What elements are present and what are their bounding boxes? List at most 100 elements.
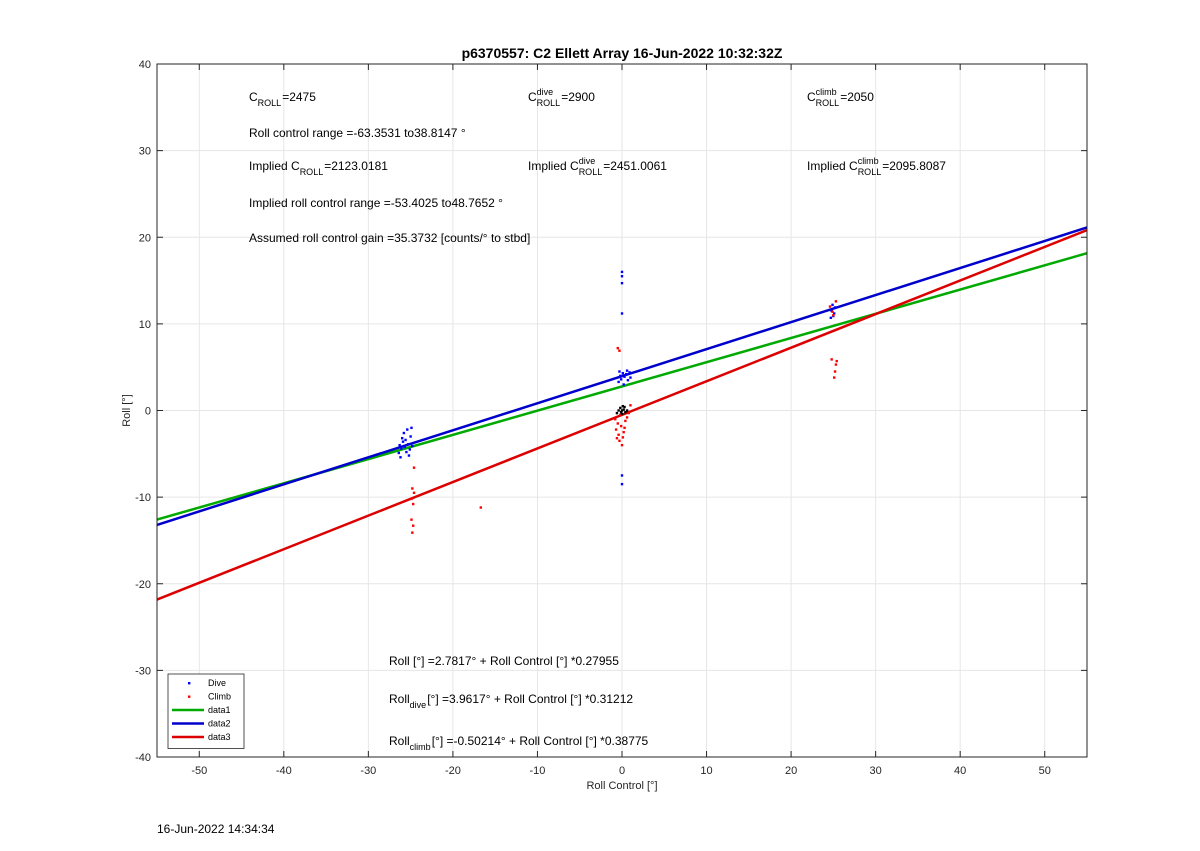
annotation-tail: =2123.0181	[324, 159, 388, 173]
data-point-climb	[618, 439, 621, 443]
data-point-dive	[623, 375, 626, 378]
legend-marker	[188, 682, 191, 685]
y-tick-label: 30	[139, 146, 151, 158]
data-point-climb	[617, 433, 620, 436]
data-point-dive	[625, 372, 628, 376]
legend-label: data2	[208, 719, 231, 729]
data-point-marker	[620, 412, 624, 416]
data-point-dive	[409, 435, 412, 438]
annotation: Implied roll control range =-53.4025 to4…	[249, 196, 503, 210]
annotation: Implied C ROLL =2123.0181	[249, 159, 388, 177]
data-point-climb	[832, 314, 835, 317]
annotation-superscript: dive	[537, 87, 554, 97]
data-point-climb	[412, 466, 416, 469]
data-point-dive	[622, 383, 625, 386]
data-point-climb	[479, 506, 483, 509]
data-point-dive	[400, 447, 403, 450]
data-point-climb	[411, 487, 414, 490]
data-point-dive	[619, 378, 623, 381]
data-point-climb	[833, 376, 836, 379]
annotation-tail: [°] =-0.50214° + Roll Control [°] *0.387…	[432, 734, 649, 748]
annotation-main: Roll	[389, 692, 410, 706]
legend-marker	[188, 695, 191, 698]
data-point-marker	[619, 411, 623, 414]
data-point-dive	[401, 440, 405, 443]
x-tick-labels: -50 -40 -30 -20 -10 0 10 20 30 40 50	[191, 64, 1051, 777]
data-point-marker	[622, 408, 625, 411]
data-point-dive	[397, 451, 400, 455]
data-point-dive	[408, 448, 411, 451]
x-tick-label: 20	[785, 765, 797, 777]
data-point-climb	[833, 370, 837, 373]
legend-entry: Climb	[188, 692, 231, 702]
y-tick-label: -10	[135, 492, 151, 504]
legend-label: data1	[208, 705, 231, 715]
annotation-main: Implied C	[528, 159, 579, 173]
data-point-climb	[614, 428, 618, 431]
x-tick-label: -30	[360, 765, 376, 777]
annotation-superscript: dive	[579, 156, 596, 166]
x-axis-label: Roll Control [°]	[586, 780, 657, 792]
annotation-main: Implied C	[807, 159, 858, 173]
x-tick-label: 0	[619, 765, 625, 777]
data-point-climb	[828, 305, 832, 308]
data-point-marker	[617, 409, 620, 412]
data-point-climb	[614, 417, 617, 421]
data-point-climb	[616, 422, 619, 425]
data-point-dive	[402, 431, 406, 435]
annotation-tail: [°] =3.9617° + Roll Control [°] *0.31212	[427, 692, 633, 706]
data-point-climb	[618, 349, 621, 352]
data-point-dive	[406, 443, 410, 446]
annotation-tail: =2095.8087	[882, 159, 946, 173]
data-point-climb	[616, 346, 619, 350]
data-point-marker	[621, 404, 625, 408]
annotation: Roll climb [°] =-0.50214° + Roll Control …	[389, 734, 649, 752]
data-point-climb	[615, 437, 619, 440]
data-point-dive	[629, 376, 632, 379]
data-point-dive	[620, 275, 624, 278]
data-point-dive	[620, 281, 624, 285]
annotation-main: Roll control range =-63.3531 to38.8147 °	[249, 126, 466, 140]
data-point-dive	[833, 312, 836, 315]
annotation-main: Assumed roll control gain =35.3732 [coun…	[249, 231, 530, 245]
annotation: C ROLL =2475	[249, 90, 316, 108]
data-point-climb	[410, 497, 413, 501]
y-tick-label: 10	[139, 319, 151, 331]
data-point-dive	[829, 316, 833, 320]
data-point-climb	[629, 404, 632, 407]
data-points	[397, 270, 838, 534]
y-tick-label: 0	[145, 406, 151, 418]
y-tick-label: -20	[135, 579, 151, 591]
data-point-dive	[617, 380, 620, 384]
data-point-dive	[626, 378, 630, 382]
annotation-tail: =2050	[840, 90, 874, 104]
legend-entry: data2	[172, 719, 231, 729]
annotation-main: Roll [°] =2.7817° + Roll Control [°] *0.…	[389, 654, 619, 668]
data-point-dive	[833, 306, 837, 309]
data-point-climb	[831, 310, 834, 313]
x-tick-label: -40	[276, 765, 292, 777]
data-point-marker	[625, 409, 629, 412]
y-tick-label: -40	[135, 752, 151, 764]
annotation-main: Implied C	[249, 159, 300, 173]
y-tick-labels: -40 -30 -20 -10 0 10 20 30 40	[135, 59, 1087, 764]
data-point-climb	[412, 491, 416, 494]
data-point-dive	[398, 443, 401, 447]
data-point-dive	[399, 456, 402, 459]
data-point-dive	[619, 374, 622, 378]
data-point-dive	[403, 445, 406, 449]
data-point-climb	[625, 416, 629, 419]
y-tick-label: 40	[139, 59, 151, 71]
chart-title: p6370557: C2 Ellett Array 16-Jun-2022 10…	[462, 45, 783, 61]
data-point-marker	[624, 411, 627, 414]
data-point-marker	[620, 409, 624, 412]
x-tick-label: -10	[530, 765, 546, 777]
legend-label: Climb	[208, 692, 231, 702]
data-point-marker	[615, 411, 619, 415]
data-point-climb	[410, 518, 413, 521]
annotation-superscript: climb	[858, 156, 879, 166]
